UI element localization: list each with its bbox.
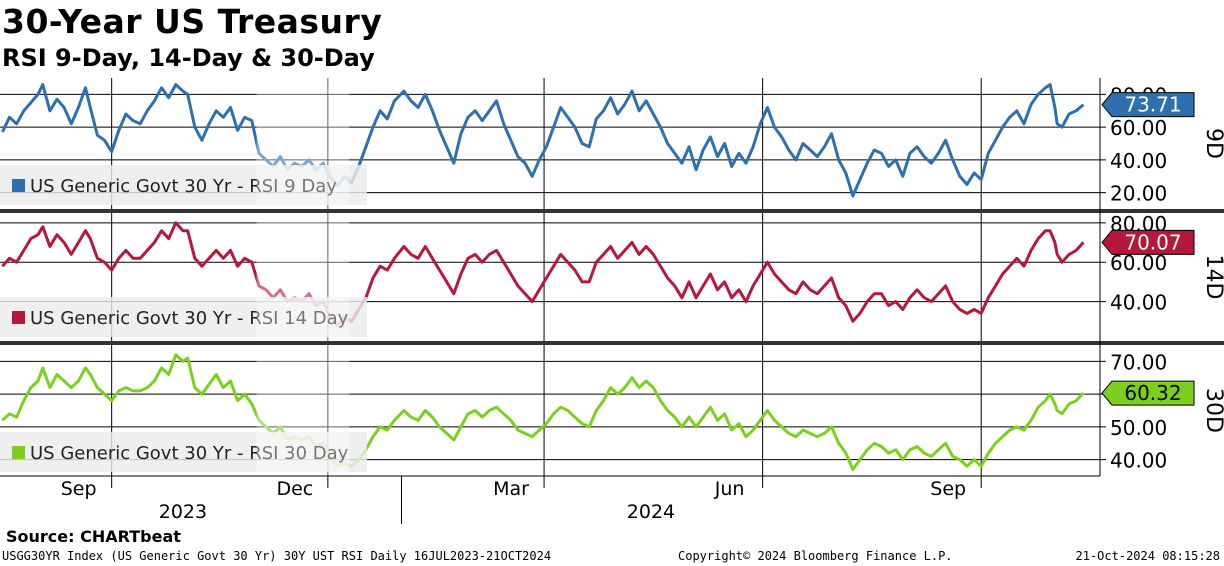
x-tick-label: Dec: [276, 478, 313, 500]
y-tick-label: 40.00: [1110, 449, 1167, 473]
last-value-30D: 60.32: [1124, 381, 1181, 405]
timestamp: 21-Oct-2024 08:15:28: [1075, 549, 1221, 563]
x-tick-label: Sep: [61, 478, 97, 500]
fade-overlay: [256, 345, 350, 476]
legend-swatch-14D: [12, 311, 25, 324]
x-tick-label: Jun: [714, 478, 745, 500]
y-tick-label: 70.00: [1110, 350, 1167, 374]
last-value-14D: 70.07: [1124, 230, 1181, 254]
legend-box: [0, 297, 367, 337]
x-tick-label: Sep: [930, 478, 966, 500]
y-tick-label: 20.00: [1110, 182, 1167, 206]
fade-overlay: [256, 213, 350, 341]
legend-label-14D: US Generic Govt 30 Yr - RSI 14 Day: [30, 308, 349, 329]
last-value-tag-30D: [1101, 380, 1195, 406]
fade-overlay: [256, 78, 350, 209]
axis-label-30D: 30D: [1201, 388, 1224, 433]
panel-separator: [0, 209, 1224, 213]
legend-swatch-9D: [12, 179, 25, 192]
y-tick-label: 40.00: [1110, 291, 1167, 315]
chart-subtitle: RSI 9-Day, 14-Day & 30-Day: [2, 44, 375, 72]
index-description: USGG30YR Index (US Generic Govt 30 Yr) 3…: [2, 549, 552, 563]
x-tick-label: Mar: [493, 478, 529, 500]
series-line-14D: [1, 221, 1085, 327]
legend-swatch-30D: [12, 446, 25, 459]
legend-box: [0, 165, 367, 205]
y-tick-label: 50.00: [1110, 416, 1167, 440]
panel-separator: [0, 341, 1224, 345]
y-tick-label: 40.00: [1110, 149, 1167, 173]
series-line-30D: [1, 353, 1085, 471]
axis-label-9D: 9D: [1201, 128, 1224, 159]
y-tick-label: 60.00: [1110, 251, 1167, 275]
legend-box: [0, 432, 367, 472]
legend-label-9D: US Generic Govt 30 Yr - RSI 9 Day: [30, 176, 337, 197]
series-line-9D: [1, 83, 1085, 198]
last-value-tag-9D: [1101, 92, 1195, 118]
legend-label-30D: US Generic Govt 30 Yr - RSI 30 Day: [30, 443, 349, 464]
last-value-9D: 73.71: [1124, 93, 1181, 117]
axis-label-14D: 14D: [1201, 255, 1224, 300]
chart-title: 30-Year US Treasury: [2, 2, 383, 41]
y-tick-label: 60.00: [1110, 116, 1167, 140]
copyright: Copyright© 2024 Bloomberg Finance L.P.: [678, 549, 953, 563]
x-year-label: 2024: [627, 501, 675, 523]
last-value-tag-14D: [1101, 229, 1195, 255]
source-label: Source: CHARTbeat: [6, 527, 181, 546]
x-year-label: 2023: [159, 501, 207, 523]
